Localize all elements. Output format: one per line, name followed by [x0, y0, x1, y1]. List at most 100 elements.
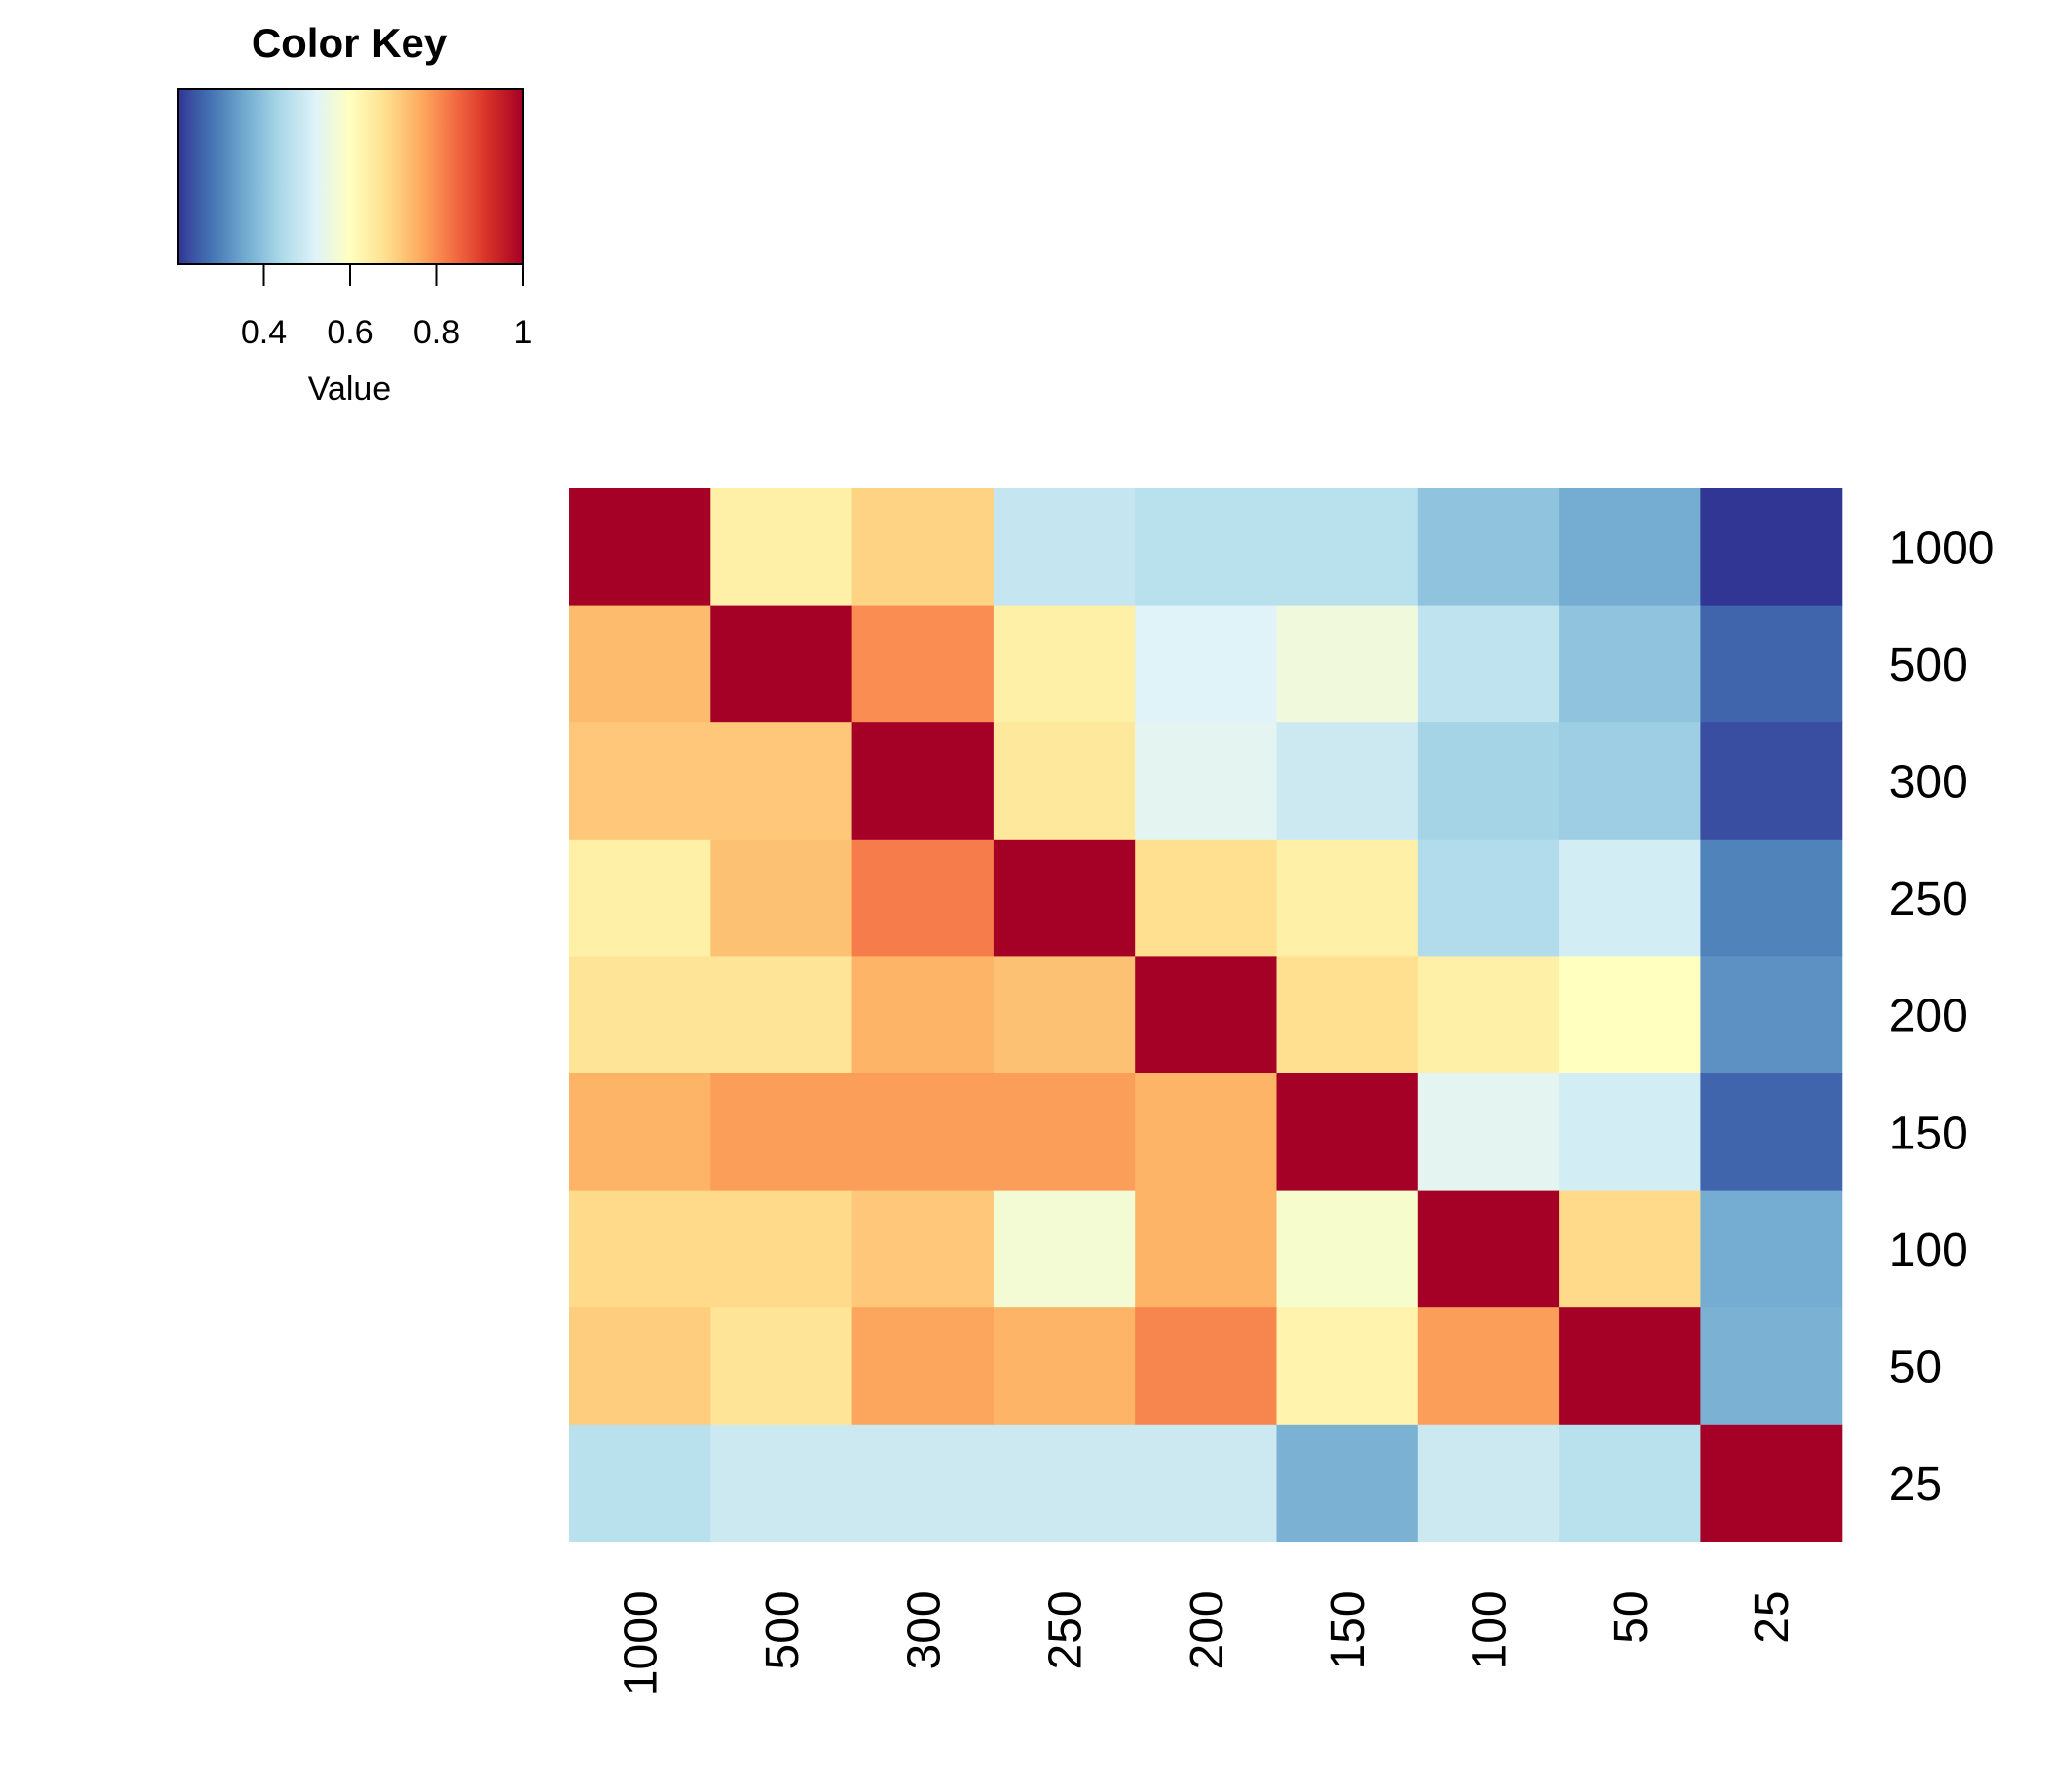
color-key: Color Key 0.4 0.6 0.8 1 Value: [177, 20, 533, 407]
heatmap-cell: [1276, 1073, 1419, 1192]
heatmap-cell: [993, 1307, 1136, 1426]
heatmap-cell: [710, 839, 853, 957]
heatmap-cell: [1276, 1307, 1419, 1426]
color-key-ticks: 0.4 0.6 0.8 1: [241, 264, 533, 351]
heatmap-cell: [1135, 605, 1278, 723]
heatmap-cell: [851, 1190, 995, 1308]
heatmap-cell: [1700, 1307, 1843, 1426]
heatmap-cell: [851, 1307, 995, 1426]
heatmap-cell: [1135, 1073, 1278, 1192]
row-label: 150: [1889, 1107, 1968, 1159]
heatmap-cell: [1276, 605, 1419, 723]
heatmap-cell: [993, 722, 1136, 841]
heatmap-cell: [1700, 1073, 1843, 1192]
heatmap-cell: [993, 1073, 1136, 1192]
column-labels: 1000 500 300 250 200 150 100 50 25: [616, 1591, 1800, 1696]
heatmap-cell: [851, 605, 995, 723]
row-label: 100: [1889, 1224, 1968, 1277]
column-label: 100: [1464, 1591, 1517, 1669]
heatmap-cell: [710, 722, 853, 841]
heatmap-cell: [851, 488, 995, 607]
heatmap-cell: [993, 1424, 1136, 1542]
row-label: 200: [1889, 991, 1968, 1043]
heatmap-cell: [1559, 956, 1701, 1074]
column-label: 25: [1746, 1591, 1799, 1643]
heatmap-cell: [1559, 722, 1701, 841]
heatmap-cell: [851, 722, 995, 841]
heatmap-cell: [1559, 1424, 1701, 1542]
heatmap-cell: [1417, 722, 1560, 841]
heatmap-cell: [1276, 488, 1419, 607]
row-label: 300: [1889, 757, 1968, 809]
heatmap-cell: [710, 1424, 853, 1542]
heatmap-cell: [710, 1190, 853, 1308]
heatmap-cell: [1417, 1190, 1560, 1308]
heatmap-cell: [1276, 1424, 1419, 1542]
column-label: 300: [898, 1591, 950, 1669]
heatmap-cell: [1700, 839, 1843, 957]
heatmap-cell: [1559, 1307, 1701, 1426]
heatmap-cell: [569, 1307, 711, 1426]
column-label: 250: [1040, 1591, 1092, 1669]
heatmap-cell: [710, 605, 853, 723]
heatmap-cell: [1417, 488, 1560, 607]
color-key-axis-label: Value: [308, 370, 391, 407]
heatmap-cell: [710, 488, 853, 607]
column-label: 1000: [616, 1591, 668, 1696]
color-key-title: Color Key: [252, 20, 448, 66]
heatmap-cell: [993, 488, 1136, 607]
heatmap-cell: [1417, 1307, 1560, 1426]
heatmap-cell: [1276, 1190, 1419, 1308]
heatmap-cell: [1135, 1190, 1278, 1308]
heatmap-cell: [1700, 722, 1843, 841]
heatmap-cell: [1135, 488, 1278, 607]
heatmap-cell: [569, 956, 711, 1074]
heatmap-cell: [851, 1073, 995, 1192]
heatmap-cell: [710, 1307, 853, 1426]
heatmap-cell: [993, 839, 1136, 957]
heatmap-cell: [1417, 839, 1560, 957]
heatmap-cell: [993, 956, 1136, 1074]
heatmap-cell: [1559, 605, 1701, 723]
heatmap-cell: [1559, 1190, 1701, 1308]
heatmap-cell: [569, 1190, 711, 1308]
row-label: 25: [1889, 1458, 1942, 1511]
heatmap-cell: [569, 605, 711, 723]
heatmap-cell: [1559, 488, 1701, 607]
heatmap-cell: [1135, 956, 1278, 1074]
row-label: 50: [1889, 1342, 1942, 1394]
heatmap-cell: [1276, 839, 1419, 957]
heatmap-cell: [993, 605, 1136, 723]
row-label: 1000: [1889, 522, 1995, 574]
heatmap-cell: [1417, 956, 1560, 1074]
heatmap-cell: [1135, 1307, 1278, 1426]
color-key-tick-label: 0.4: [241, 314, 287, 351]
heatmap-cell: [1700, 1190, 1843, 1308]
heatmap-cell: [1135, 1424, 1278, 1542]
heatmap-cell: [569, 1073, 711, 1192]
heatmap-cell: [1700, 956, 1843, 1074]
column-label: 200: [1181, 1591, 1233, 1669]
heatmap-cell: [1700, 488, 1843, 607]
color-key-tick-label: 1: [514, 314, 533, 351]
heatmap-cell: [1276, 722, 1419, 841]
heatmap-cell: [851, 839, 995, 957]
column-label: 50: [1605, 1591, 1658, 1643]
heatmap-cell: [1276, 956, 1419, 1074]
color-key-tick-label: 0.8: [413, 314, 460, 351]
heatmap-cell: [851, 956, 995, 1074]
heatmap-cell: [1417, 605, 1560, 723]
heatmap-cell: [993, 1190, 1136, 1308]
heatmap-cell: [569, 839, 711, 957]
heatmap-cell: [1700, 1424, 1843, 1542]
heatmap-cell: [569, 1424, 711, 1542]
heatmap-cell: [1417, 1424, 1560, 1542]
heatmap-cell: [569, 488, 711, 607]
heatmap-cell: [1135, 839, 1278, 957]
column-label: 150: [1322, 1591, 1374, 1669]
heatmap-cell: [710, 956, 853, 1074]
row-labels: 1000 500 300 250 200 150 100 50 25: [1889, 522, 1995, 1511]
heatmap-cell: [710, 1073, 853, 1192]
heatmap-cell: [1417, 1073, 1560, 1192]
